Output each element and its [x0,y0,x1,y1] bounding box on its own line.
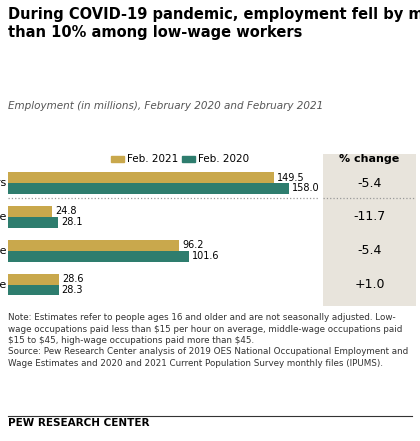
Bar [182,156,195,162]
Bar [8,206,52,217]
Text: +1.0: +1.0 [354,278,385,291]
Text: 96.2: 96.2 [182,240,203,250]
Text: 101.6: 101.6 [192,251,219,261]
Text: All workers: All workers [0,178,7,188]
Text: % change: % change [339,154,400,164]
Bar [8,284,59,295]
Text: -11.7: -11.7 [354,210,386,224]
Text: During COVID-19 pandemic, employment fell by more
than 10% among low-wage worker: During COVID-19 pandemic, employment fel… [8,7,420,40]
Bar [8,250,189,262]
Text: 158.0: 158.0 [291,183,319,194]
Text: 149.5: 149.5 [277,173,304,183]
Text: Employment (in millions), February 2020 and February 2021: Employment (in millions), February 2020 … [8,101,324,112]
Text: Feb. 2021: Feb. 2021 [127,154,178,164]
Text: 28.1: 28.1 [61,217,82,227]
Text: -5.4: -5.4 [357,244,382,257]
Bar [8,240,179,250]
Bar [8,217,58,228]
Text: Low wage: Low wage [0,212,7,222]
Text: Feb. 2020: Feb. 2020 [198,154,249,164]
Text: Note: Estimates refer to people ages 16 and older and are not seasonally adjuste: Note: Estimates refer to people ages 16 … [8,313,409,368]
Bar [111,156,124,162]
Bar [8,274,59,284]
Text: 24.8: 24.8 [55,206,76,217]
Bar [8,183,289,194]
Text: -5.4: -5.4 [357,176,382,190]
Text: 28.6: 28.6 [62,274,83,284]
Text: Middle wage: Middle wage [0,246,7,256]
Text: PEW RESEARCH CENTER: PEW RESEARCH CENTER [8,418,150,428]
Text: High wage: High wage [0,280,7,290]
Text: 28.3: 28.3 [61,285,83,295]
Bar [8,172,274,183]
